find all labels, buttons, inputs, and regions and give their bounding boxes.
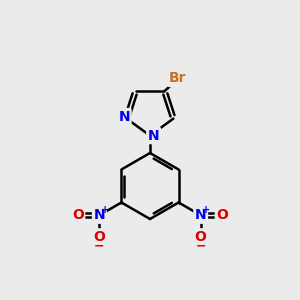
- Text: +: +: [101, 205, 109, 215]
- Text: O: O: [216, 208, 228, 222]
- Text: Br: Br: [169, 71, 187, 85]
- Text: N: N: [118, 110, 130, 124]
- Text: N: N: [94, 208, 105, 222]
- Text: +: +: [202, 205, 210, 215]
- Text: O: O: [195, 230, 207, 244]
- Text: O: O: [72, 208, 84, 222]
- Text: −: −: [195, 240, 206, 253]
- Text: O: O: [93, 230, 105, 244]
- Text: −: −: [94, 240, 105, 253]
- Text: N: N: [148, 129, 159, 142]
- Text: N: N: [195, 208, 206, 222]
